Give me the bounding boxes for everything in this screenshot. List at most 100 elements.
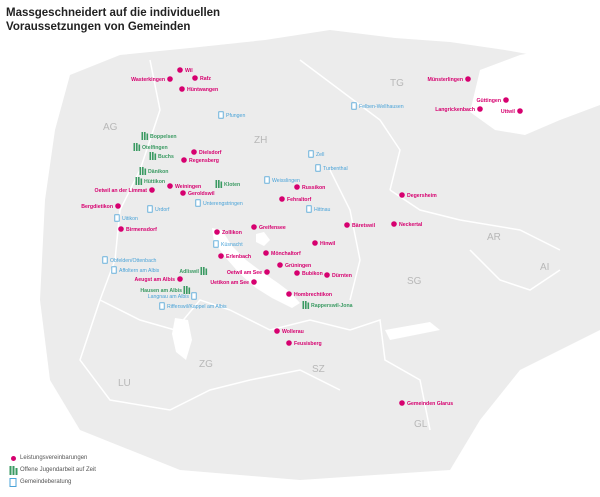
document-icon — [147, 205, 153, 213]
document-icon — [218, 111, 224, 119]
people-icon — [149, 152, 157, 160]
place-label: Dielsdorf — [199, 150, 222, 156]
place-label: Affoltern am Albis — [119, 268, 160, 274]
place-label: Erlenbach — [226, 254, 251, 260]
magenta-dot-icon — [294, 270, 300, 276]
magenta-dot-icon — [192, 75, 198, 81]
place-marker: Rapperswil-Jona — [302, 301, 353, 309]
place-marker: Uitikon — [114, 214, 138, 222]
document-icon — [264, 176, 270, 184]
place-marker: Hombrechtikon — [286, 291, 332, 298]
people-icon — [200, 267, 208, 275]
magenta-dot-icon — [177, 276, 183, 282]
people-icon — [6, 465, 20, 475]
place-label: Dürnten — [332, 273, 352, 279]
place-label: Wil — [185, 68, 193, 74]
place-marker: Turbenthal — [315, 164, 348, 172]
place-label: Buchs — [158, 154, 174, 160]
place-marker: Hüntwangen — [179, 86, 218, 93]
magenta-dot-icon — [118, 226, 124, 232]
region-label: AR — [487, 232, 501, 243]
document-icon — [308, 150, 314, 158]
document-icon — [6, 477, 20, 487]
magenta-dot-icon — [214, 229, 220, 235]
magenta-dot-icon — [279, 196, 285, 202]
lake-zurich — [212, 228, 300, 308]
place-label: Küsnacht — [221, 242, 243, 248]
place-marker: Hausen am Albis — [140, 286, 191, 294]
magenta-dot-icon — [167, 76, 173, 82]
region-label: SZ — [312, 364, 325, 375]
place-label: Zollikon — [222, 230, 242, 236]
magenta-dot-icon — [503, 97, 509, 103]
place-label: Weiningen — [175, 184, 201, 190]
place-label: Weisslingen — [272, 178, 300, 184]
people-icon — [183, 286, 191, 294]
place-label: Unterengstringen — [203, 201, 243, 207]
place-label: Bubikon — [302, 271, 323, 277]
place-label: Hombrechtikon — [294, 292, 332, 298]
place-marker: Erlenbach — [218, 253, 251, 260]
place-marker: Langnau am Albis — [148, 292, 197, 300]
lake-bodensee — [470, 40, 600, 135]
place-label: Regensberg — [189, 158, 219, 164]
people-icon — [215, 180, 223, 188]
people-icon — [139, 167, 147, 175]
place-marker: Oetwil am See — [227, 269, 270, 276]
place-label: Birmensdorf — [126, 227, 157, 233]
land-area — [40, 30, 600, 480]
place-marker: Bäretswil — [344, 222, 376, 229]
magenta-dot-icon — [180, 190, 186, 196]
magenta-dot-icon — [251, 279, 257, 285]
place-label: Hittnau — [314, 207, 331, 213]
region-label: ZH — [254, 135, 267, 146]
place-label: Kloten — [224, 182, 240, 188]
place-label: Dänikon — [148, 169, 168, 175]
place-marker: Gemeinden Glarus — [399, 400, 453, 407]
place-label: Fehraltorf — [287, 197, 311, 203]
place-marker: Dürnten — [324, 272, 352, 279]
place-label: Münsterlingen — [428, 77, 463, 83]
magenta-dot-icon — [6, 455, 20, 461]
place-label: Langrickenbach — [435, 107, 475, 113]
place-marker: Birmensdorf — [118, 226, 157, 233]
place-markers: Wil Wasterkingen Rafz Hüntwangen Münsterling… — [81, 67, 523, 407]
magenta-dot-icon — [391, 221, 397, 227]
place-label: Degersheim — [407, 193, 437, 199]
title-line-1: Massgeschneidert auf die individuellen — [6, 7, 221, 19]
place-label: Obfelden/Ottenbach — [110, 258, 157, 264]
place-marker: Bergdietikon — [81, 203, 121, 210]
place-label: Urdorf — [155, 207, 170, 213]
place-label: Hüttikon — [144, 179, 165, 185]
place-marker: Wil — [177, 67, 193, 74]
place-label: Otelfingen — [142, 145, 168, 151]
people-icon — [141, 132, 149, 140]
place-marker: Rifferswil/Kappel am Albis — [159, 302, 227, 310]
place-marker: Buchs — [149, 152, 174, 160]
document-icon — [159, 302, 165, 310]
place-label: Greifensee — [259, 225, 286, 231]
magenta-dot-icon — [218, 253, 224, 259]
place-label: Uetikon am See — [210, 280, 249, 286]
legend: Leistungsvereinbarungen Offene Jugendarb… — [6, 452, 96, 488]
document-icon — [111, 266, 117, 274]
magenta-dot-icon — [277, 262, 283, 268]
place-label: Wasterkingen — [131, 77, 165, 83]
place-label: Oetwil an der Limmat — [95, 188, 148, 194]
magenta-dot-icon — [324, 272, 330, 278]
document-icon — [315, 164, 321, 172]
place-marker: Güttingen — [477, 97, 509, 104]
document-icon — [213, 240, 219, 248]
place-marker: Boppelsen — [141, 132, 177, 140]
place-marker: Hüttikon — [135, 177, 165, 185]
place-label: Feusisberg — [294, 341, 322, 347]
place-marker: Aeugst am Albis — [135, 276, 183, 283]
magenta-dot-icon — [191, 149, 197, 155]
magenta-dot-icon — [179, 86, 185, 92]
place-label: Aeugst am Albis — [135, 277, 176, 283]
place-marker: Bubikon — [294, 270, 323, 277]
place-label: Hinwil — [320, 241, 336, 247]
magenta-dot-icon — [264, 269, 270, 275]
place-label: Güttingen — [477, 98, 502, 104]
